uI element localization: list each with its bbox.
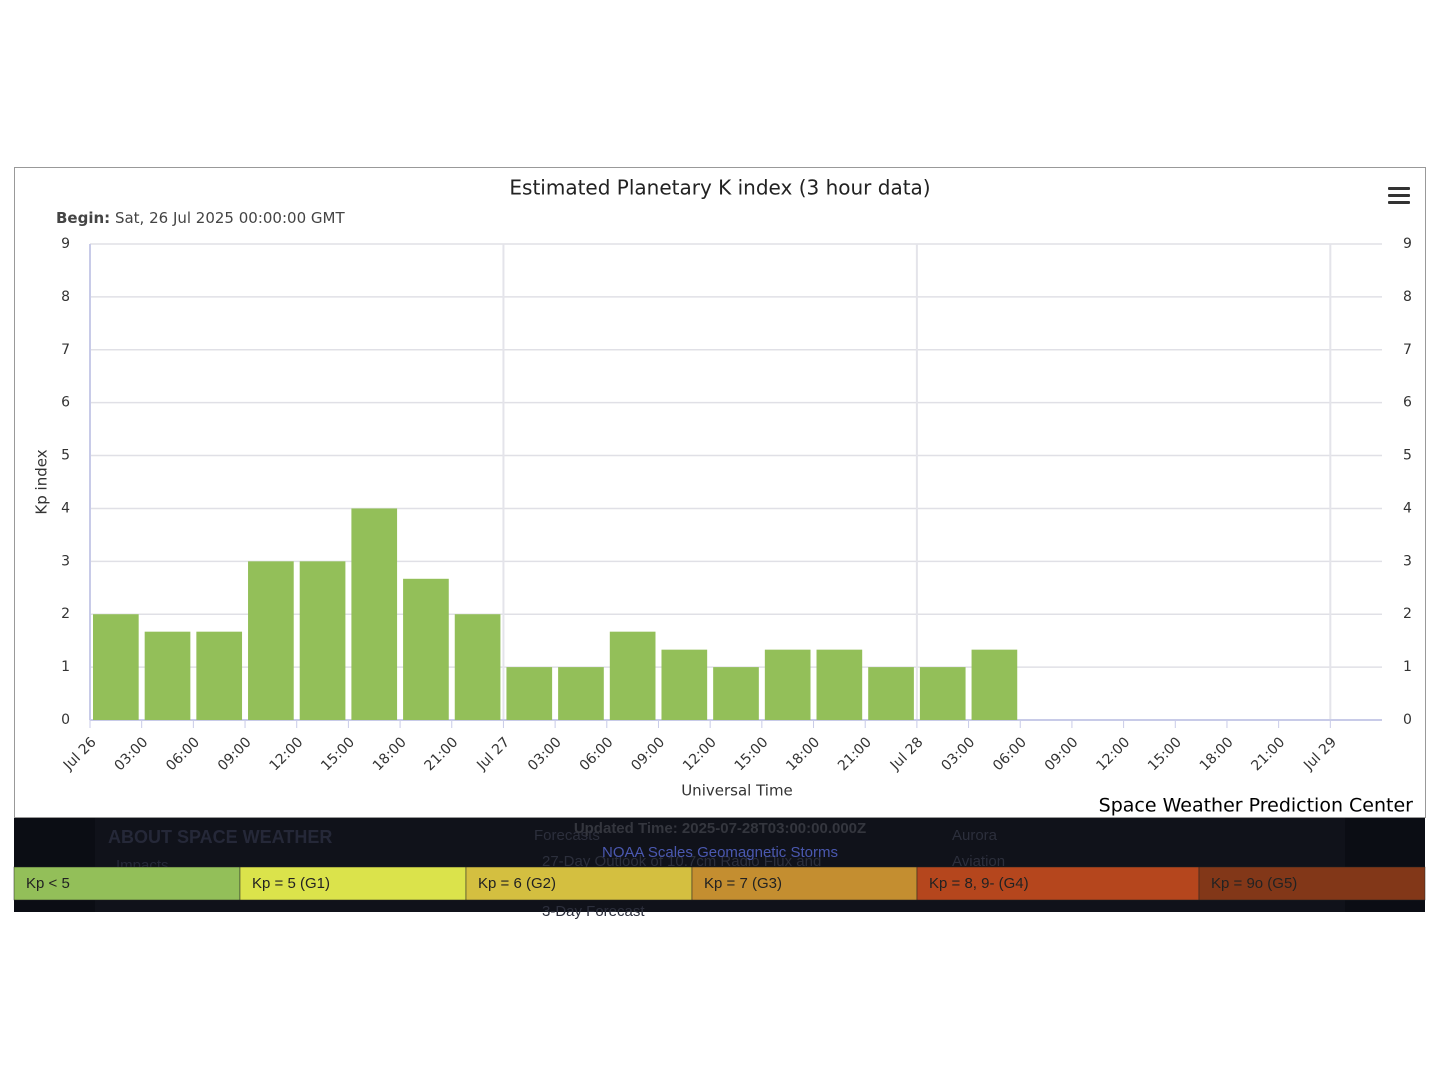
y2-tick-label: 9 [1403,236,1412,252]
bar [248,561,294,720]
menu-bar [1388,201,1410,204]
scale-segment [916,866,1200,901]
y2-tick-label: 1 [1403,659,1412,675]
menu-bar [1388,194,1410,197]
bar [609,631,656,720]
bar [764,649,811,720]
scale-label: Kp = 9o (G5) [1211,875,1297,892]
bar [971,649,1018,720]
footer-link: 3-Day Forecast [542,903,645,920]
y-tick-label: 0 [61,712,70,728]
scale-segment [1198,866,1426,901]
menu-button[interactable] [1388,187,1410,204]
bar [403,578,449,720]
footer-link: Aviation [952,853,1005,870]
bar [816,649,863,720]
bar [868,667,914,720]
footer-link: Aurora [952,827,998,844]
y-tick-label: 2 [61,606,70,622]
y2-tick-label: 3 [1403,553,1412,569]
y-tick-label: 8 [61,289,70,305]
chart-subtitle: Begin: Sat, 26 Jul 2025 00:00:00 GMT [56,209,345,227]
subtitle-label: Begin: [56,209,110,227]
menu-bar [1388,187,1410,190]
scale-label: Kp = 8, 9- (G4) [929,875,1029,892]
y-tick-label: 1 [61,659,70,675]
y2-tick-label: 7 [1403,342,1412,358]
bar [93,614,139,720]
y-tick-label: 7 [61,342,70,358]
bar [196,631,243,720]
credit: Space Weather Prediction Center [1099,795,1414,817]
y-tick-label: 9 [61,236,70,252]
scale-label: Kp < 5 [26,875,70,892]
chart-title: Estimated Planetary K index (3 hour data… [509,176,930,200]
bar [351,508,398,720]
footer-link: 27-Day Outlook of 10.7cm Radio Flux and [542,853,821,870]
y2-tick-label: 8 [1403,289,1412,305]
scale-label: Kp = 6 (G2) [478,875,556,892]
bar [144,631,191,720]
y-axis-title: Kp index [33,449,51,514]
y2-tick-label: 2 [1403,606,1412,622]
y2-tick-label: 5 [1403,448,1412,464]
bar [661,649,708,720]
scale-segment [465,866,693,901]
y2-tick-label: 4 [1403,500,1412,516]
x-axis-title: Universal Time [681,782,793,800]
updated-time: Updated Time: 2025-07-28T03:00:00.000Z [574,820,866,837]
scale-segment [13,866,241,901]
bar [299,561,346,720]
y-tick-label: 4 [61,500,70,516]
footer-heading: ABOUT SPACE WEATHER [108,827,332,847]
scale-label: Kp = 7 (G3) [704,875,782,892]
scales-link[interactable]: NOAA Scales Geomagnetic Storms [602,844,838,861]
bar [713,667,759,720]
subtitle-date: Sat, 26 Jul 2025 00:00:00 GMT [115,209,345,227]
bar [454,614,501,720]
bar [919,667,966,720]
y-tick-label: 6 [61,395,70,411]
y2-tick-label: 6 [1403,395,1412,411]
footer-link: Forecasts [534,827,600,844]
bar [558,667,604,720]
y-tick-label: 3 [61,553,70,569]
bar [506,667,553,720]
scale-label: Kp = 5 (G1) [252,875,330,892]
y-tick-label: 5 [61,448,70,464]
scale-segment [239,866,467,901]
y2-tick-label: 0 [1403,712,1412,728]
